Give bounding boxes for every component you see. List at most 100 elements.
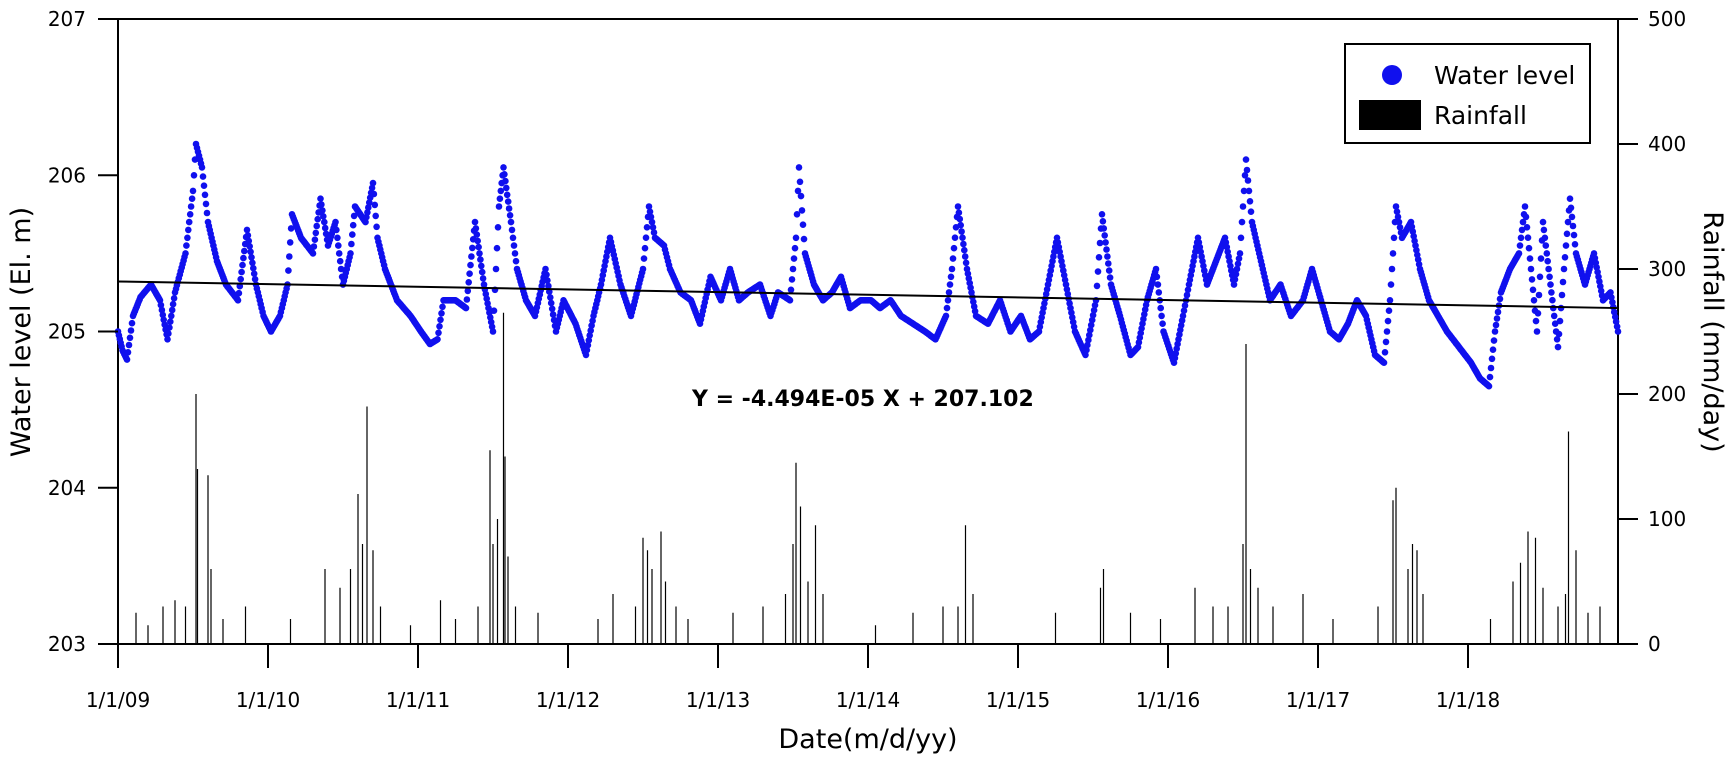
water-level-point [322,230,330,238]
water-level-point [463,296,471,303]
water-level-point [547,294,554,301]
y-left-tick-label: 207 [48,7,86,31]
water-level-point [124,349,132,356]
water-level-point [313,222,321,230]
water-level-point [589,317,596,325]
water-level-point [1516,242,1524,249]
water-level-point [168,306,176,314]
water-level-point [286,253,293,260]
water-level-point [947,273,955,281]
water-level-point [349,221,357,229]
water-level-point [318,201,325,208]
water-level-point [467,261,474,269]
water-level-point [958,228,965,235]
water-level-point [348,240,355,248]
water-level-point [799,221,807,228]
water-level-point [1083,346,1090,354]
water-level-point [350,212,358,220]
water-level-point [1245,187,1253,195]
water-level-point [549,311,557,318]
water-level-point [371,201,379,209]
water-level-point [1181,302,1189,309]
water-level-point [949,255,957,262]
water-level-point [1383,328,1391,335]
water-level-point [640,255,648,262]
water-level-point [166,324,173,331]
water-level-point [1096,239,1104,247]
x-tick-label: 1/1/12 [536,688,600,712]
water-level-point [956,215,964,223]
water-level-point [1525,244,1533,252]
water-level-point [1537,255,1545,262]
water-level-point [243,226,251,234]
legend-water-level-marker [1382,65,1402,85]
y-right-tick-label: 400 [1648,132,1686,156]
water-level-point [182,250,189,257]
water-level-point [508,226,516,234]
water-level-point [1394,213,1402,221]
water-level-point [1380,359,1388,367]
water-level-point [798,207,806,214]
water-level-point [1090,306,1098,314]
water-level-point [509,234,517,242]
water-level-point [1095,253,1103,261]
water-level-point [1612,318,1620,326]
y-left-tick-label: 203 [48,632,86,656]
water-level-point [1091,301,1099,309]
water-level-point [1155,289,1163,296]
water-level-point [1098,211,1106,218]
water-level-point [960,240,967,248]
water-level-point [1240,187,1248,195]
water-level-point [1085,336,1092,344]
water-level-point [787,286,795,294]
water-level-point [164,336,171,343]
water-level-point [1236,250,1244,257]
water-level-point [183,242,190,249]
water-level-point [250,264,257,272]
x-tick-label: 1/1/16 [1136,688,1200,712]
water-level-point [1490,337,1498,344]
water-level-point [372,212,380,220]
water-level-point [1105,260,1112,267]
water-level-point [369,179,377,187]
water-level-point [321,218,328,226]
water-level-point [490,307,498,315]
water-level-point [165,330,172,337]
y-axis-left-title: Water level (El. m) [6,207,37,457]
water-level-point [645,203,653,210]
water-level-point [948,265,956,273]
water-level-point [945,289,953,296]
water-level-point [474,237,482,245]
water-level-point [1488,355,1496,363]
water-level-point [1158,312,1165,320]
water-level-point [961,246,968,254]
water-level-point [647,213,655,221]
water-level-point [1550,312,1558,320]
water-level-point [1559,278,1567,286]
water-level-point [1247,208,1255,215]
water-level-point [1231,276,1239,283]
water-level-point [1232,270,1240,278]
water-level-point [502,177,509,185]
water-level-point [1382,338,1390,346]
water-level-point [1564,218,1572,226]
water-level-point [1246,198,1254,205]
x-axis-title: Date(m/d/yy) [778,724,957,755]
water-level-point [501,171,508,178]
water-level-point [247,248,254,256]
water-level-point [1082,351,1089,359]
x-tick-label: 1/1/14 [836,688,900,712]
water-level-point [241,247,248,255]
y-left-tick-label: 206 [48,163,86,187]
water-level-point [123,356,131,363]
water-level-point [476,250,483,257]
water-level-point [1546,273,1553,281]
water-level-point [468,253,475,260]
water-level-point [189,187,197,195]
water-level-point [434,336,441,343]
water-level-point [1544,257,1551,265]
water-level-point [1387,281,1395,288]
water-level-point [950,244,958,252]
water-level-point [1233,265,1241,273]
